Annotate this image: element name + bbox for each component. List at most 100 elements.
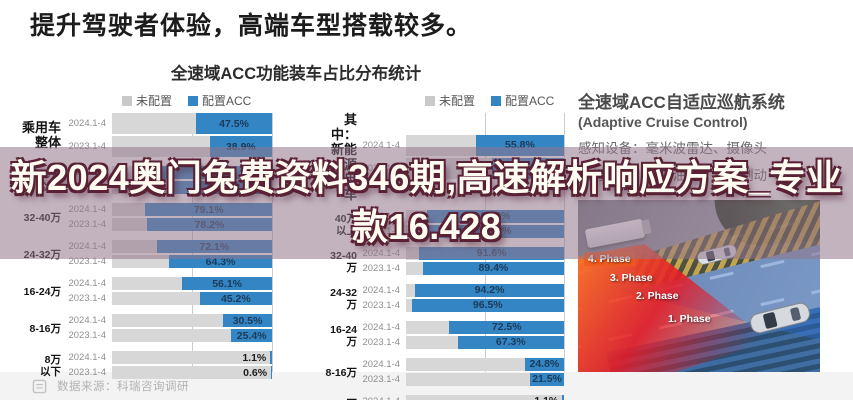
stacked-bar: 72.5% <box>406 320 564 334</box>
value-label: 72.5% <box>491 321 522 334</box>
bar-row: 2024.1-4 1.1% <box>66 351 272 364</box>
bar-row: 2023.1-4 21.5% <box>362 372 564 386</box>
stacked-bar: 56.1% <box>112 277 272 290</box>
bar-row: 2023.1-4 67.3% <box>362 335 564 349</box>
group-label: 24-32万 <box>330 286 357 311</box>
value-label: 30.5% <box>232 314 263 327</box>
stacked-bar: 1.1% <box>406 394 564 400</box>
value-label: 24.8% <box>529 358 560 371</box>
period-label: 2024.1-4 <box>68 315 106 326</box>
period-label: 2024.1-4 <box>362 396 406 400</box>
stacked-bar: 89.4% <box>406 261 564 275</box>
group-rows: 2024.1-4 30.5% 2023.1-4 25.4% <box>66 314 272 344</box>
bar-row: 2024.1-4 72.5% <box>362 320 564 334</box>
legend-item-equipped: 配置ACC <box>491 92 554 109</box>
group-rows: 2024.1-4 72.5% 2023.1-4 67.3% <box>362 320 564 351</box>
group-rows: 2024.1-4 94.2% 2023.1-4 96.5% <box>362 283 564 314</box>
stacked-bar: 45.2% <box>112 292 272 305</box>
stacked-bar: 24.8% <box>406 357 564 371</box>
period-label: 2024.1-4 <box>362 321 400 333</box>
period-label: 2023.1-4 <box>68 293 106 304</box>
legend-left: 未配置 配置ACC <box>122 92 251 109</box>
group-label: 16-24万 <box>330 323 357 348</box>
bar-group: 8万 以下 2024.1-4 1.1% 2023.1-4 0.6% <box>18 351 272 381</box>
bar-row: 2024.1-4 94.2% <box>362 283 564 297</box>
stacked-bar: 94.2% <box>406 283 564 297</box>
acc-bar-segment <box>199 292 272 305</box>
stacked-bar: 25.4% <box>112 329 272 342</box>
group-label: 乘用车 整体 <box>21 120 61 150</box>
bar-group: 16-24万 2024.1-4 72.5% 2023.1-4 67.3% <box>322 320 564 351</box>
period-label: 2024.1-4 <box>68 278 106 289</box>
period-label: 2023.1-4 <box>68 330 106 341</box>
group-rows: 2024.1-4 1.1% 2023.1-4 0.6% <box>66 351 272 381</box>
document-icon <box>32 379 47 393</box>
group-label: 8-16万 <box>29 322 61 335</box>
bar-group: 8-16万 2024.1-4 24.8% 2023.1-4 21.5% <box>322 357 564 388</box>
stacked-bar: 0.6% <box>112 366 272 379</box>
acc-bar-segment <box>415 283 564 297</box>
legend-item-not-equipped: 未配置 <box>425 92 475 109</box>
acc-bar-segment <box>562 394 564 400</box>
legend-label: 未配置 <box>136 94 173 108</box>
watermark-text: 新2024奥门兔费资料346期,高速解析响应方案_专业款16.428 <box>10 157 843 247</box>
bar-row: 2024.1-41.1% <box>362 394 564 400</box>
value-label: 94.2% <box>474 284 505 297</box>
value-label: 1.1% <box>242 351 267 364</box>
bar-row: 2024.1-4 47.5% <box>66 113 272 134</box>
value-label: 45.2% <box>220 292 251 305</box>
acc-bar-segment <box>196 113 272 134</box>
gray-swatch-icon <box>122 95 132 106</box>
acc-bar-segment <box>271 366 272 379</box>
acc-bar-segment <box>411 298 564 312</box>
bar-group: 24-32万 2024.1-4 94.2% 2023.1-4 96.5% <box>322 283 564 314</box>
group-rows: 2024.1-4 56.1% 2023.1-4 45.2% <box>66 277 272 307</box>
value-label: 47.5% <box>219 117 249 130</box>
bar-group: 8-16万 2024.1-4 30.5% 2023.1-4 25.4% <box>18 314 272 344</box>
bar-row: 2023.1-4 0.6% <box>66 366 272 379</box>
value-label: 0.6% <box>243 366 268 379</box>
watermark-banner: 新2024奥门兔费资料346期,高速解析响应方案_专业款16.428 <box>0 147 853 259</box>
group-label: 8万 以下 <box>322 398 362 400</box>
period-label: 2023.1-4 <box>362 299 400 311</box>
acc-bar-segment <box>530 372 564 386</box>
car-image <box>749 302 811 334</box>
group-label: 8万 以下 <box>40 353 61 378</box>
group-rows: 2024.1-41.1%2023.1-40.7% <box>362 394 564 400</box>
period-label: 2024.1-4 <box>362 358 400 370</box>
acc-bar-segment <box>223 314 272 327</box>
legend-label: 未配置 <box>439 94 476 108</box>
legend-item-equipped: 配置ACC <box>188 92 251 109</box>
phase-2-label: 2. Phase <box>636 290 679 302</box>
page-title: 提升驾驶者体验，高端车型搭载较多。 <box>30 12 473 40</box>
legend-right: 未配置 配置ACC <box>425 92 554 109</box>
acc-info-subtitle: (Adaptive Cruise Control) <box>578 114 748 130</box>
legend-label: 配置ACC <box>505 94 555 108</box>
legend-label: 配置ACC <box>202 94 252 108</box>
data-source-text: 数据来源：科瑞咨询调研 <box>57 381 189 393</box>
value-label: 25.4% <box>236 329 267 342</box>
chart-title: 全速域ACC功能装车占比分布统计 <box>170 65 422 83</box>
period-label: 2023.1-4 <box>68 256 106 267</box>
bar-row: 2024.1-4 56.1% <box>66 277 272 290</box>
group-rows: 2024.1-4 24.8% 2023.1-4 21.5% <box>362 357 564 388</box>
period-label: 2023.1-4 <box>362 262 400 274</box>
period-label: 2023.1-4 <box>66 141 112 152</box>
period-label: 2023.1-4 <box>362 336 400 348</box>
group-label: 16-24万 <box>23 285 61 298</box>
stacked-bar: 67.3% <box>406 335 564 349</box>
acc-info-title: 全速域ACC自适应巡航系统 <box>578 93 785 112</box>
acc-bar-segment <box>270 351 272 364</box>
period-label: 2024.1-4 <box>362 139 400 151</box>
blue-swatch-icon <box>491 95 502 106</box>
bar-row: 2024.1-4 30.5% <box>66 314 272 327</box>
value-label: 67.3% <box>495 336 526 349</box>
phase-3-label: 3. Phase <box>610 272 653 284</box>
bar-row: 2023.1-4 96.5% <box>362 298 564 312</box>
period-label: 2024.1-4 <box>362 284 400 296</box>
stacked-bar: 96.5% <box>406 298 564 312</box>
stacked-bar: 1.1% <box>112 351 272 364</box>
period-label: 2024.1-4 <box>68 352 106 363</box>
value-label: 96.5% <box>472 299 503 312</box>
